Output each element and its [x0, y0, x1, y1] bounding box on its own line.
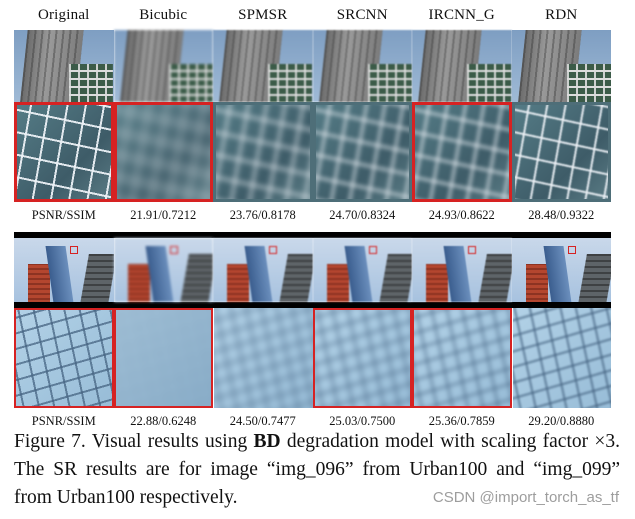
image2-ircnn-crop: [412, 308, 512, 408]
image2-srcnn-overview: [312, 238, 412, 302]
image2-metrics-row: PSNR/SSIM 22.88/0.6248 24.50/0.7477 25.0…: [14, 408, 611, 434]
metric-srcnn: 24.70/0.8324: [329, 207, 396, 222]
image2-rdn-overview: [511, 238, 611, 302]
metric-label: PSNR/SSIM: [31, 413, 96, 428]
image2-original-crop: [14, 308, 114, 408]
caption-suffix: degradation model with scaling factor ×3…: [14, 431, 621, 508]
separator-bar: [14, 232, 611, 238]
header-srcnn: SRCNN: [336, 6, 388, 23]
watermark: CSDN @import_torch_as_tf: [432, 489, 619, 506]
metric-ircnn-g: 24.93/0.8622: [428, 207, 495, 222]
image1-bicubic-crop: [113, 102, 213, 202]
caption-bold: BD: [253, 431, 281, 452]
image1-original-overview: [14, 30, 114, 102]
header-spmsr: SPMSR: [238, 6, 288, 23]
image2-bicubic-overview: [113, 238, 213, 302]
image1-srcnn-crop: [312, 102, 412, 202]
image1-spmsr-overview: [213, 30, 313, 102]
image1-bicubic-overview: [113, 30, 213, 102]
metric-ircnn-g: 25.36/0.7859: [428, 413, 495, 428]
image1-crop-row: [14, 102, 611, 202]
separator-bar-2: [14, 302, 611, 308]
metric-srcnn: 25.03/0.7500: [329, 413, 396, 428]
header-original: Original: [37, 6, 90, 23]
image2-spmsr-overview: [213, 238, 313, 302]
header-ircnn-g: IRCNN_G: [428, 6, 495, 23]
crop-marker: [70, 246, 78, 254]
metric-bicubic: 22.88/0.6248: [130, 413, 197, 428]
image2-spmsr-crop: [213, 308, 313, 408]
image2-ircnn-overview: [412, 238, 512, 302]
image1-ircnn-crop: [412, 102, 512, 202]
image2-crop-row: [14, 308, 611, 408]
image2-bicubic-crop: [113, 308, 213, 408]
metric-bicubic: 21.91/0.7212: [130, 207, 197, 222]
image1-metrics-row: PSNR/SSIM 21.91/0.7212 23.76/0.8178 24.7…: [14, 202, 611, 228]
image1-original-crop: [14, 102, 114, 202]
image1-overview-row: [14, 30, 611, 102]
image1-rdn-overview: [511, 30, 611, 102]
metric-rdn: 29.20/0.8880: [528, 413, 595, 428]
metric-rdn: 28.48/0.9322: [528, 207, 595, 222]
image2-overview-row: [14, 238, 611, 302]
figure: Original Bicubic SPMSR SRCNN IRCNN_G RDN…: [14, 0, 611, 434]
header-bicubic: Bicubic: [139, 6, 188, 23]
metric-spmsr: 23.76/0.8178: [229, 207, 296, 222]
column-headers: Original Bicubic SPMSR SRCNN IRCNN_G RDN: [14, 0, 611, 30]
metric-spmsr: 24.50/0.7477: [229, 413, 296, 428]
header-rdn: RDN: [545, 6, 578, 23]
figure-caption: Figure 7. Visual results using BD degrad…: [14, 428, 620, 512]
metric-label: PSNR/SSIM: [31, 207, 96, 222]
caption-prefix: Figure 7. Visual results using: [14, 431, 254, 452]
image2-srcnn-crop: [312, 308, 412, 408]
image2-rdn-crop: [511, 308, 611, 408]
image1-spmsr-crop: [213, 102, 313, 202]
image2-original-overview: [14, 238, 114, 302]
image1-srcnn-overview: [312, 30, 412, 102]
image1-rdn-crop: [511, 102, 611, 202]
image1-ircnn-overview: [412, 30, 512, 102]
